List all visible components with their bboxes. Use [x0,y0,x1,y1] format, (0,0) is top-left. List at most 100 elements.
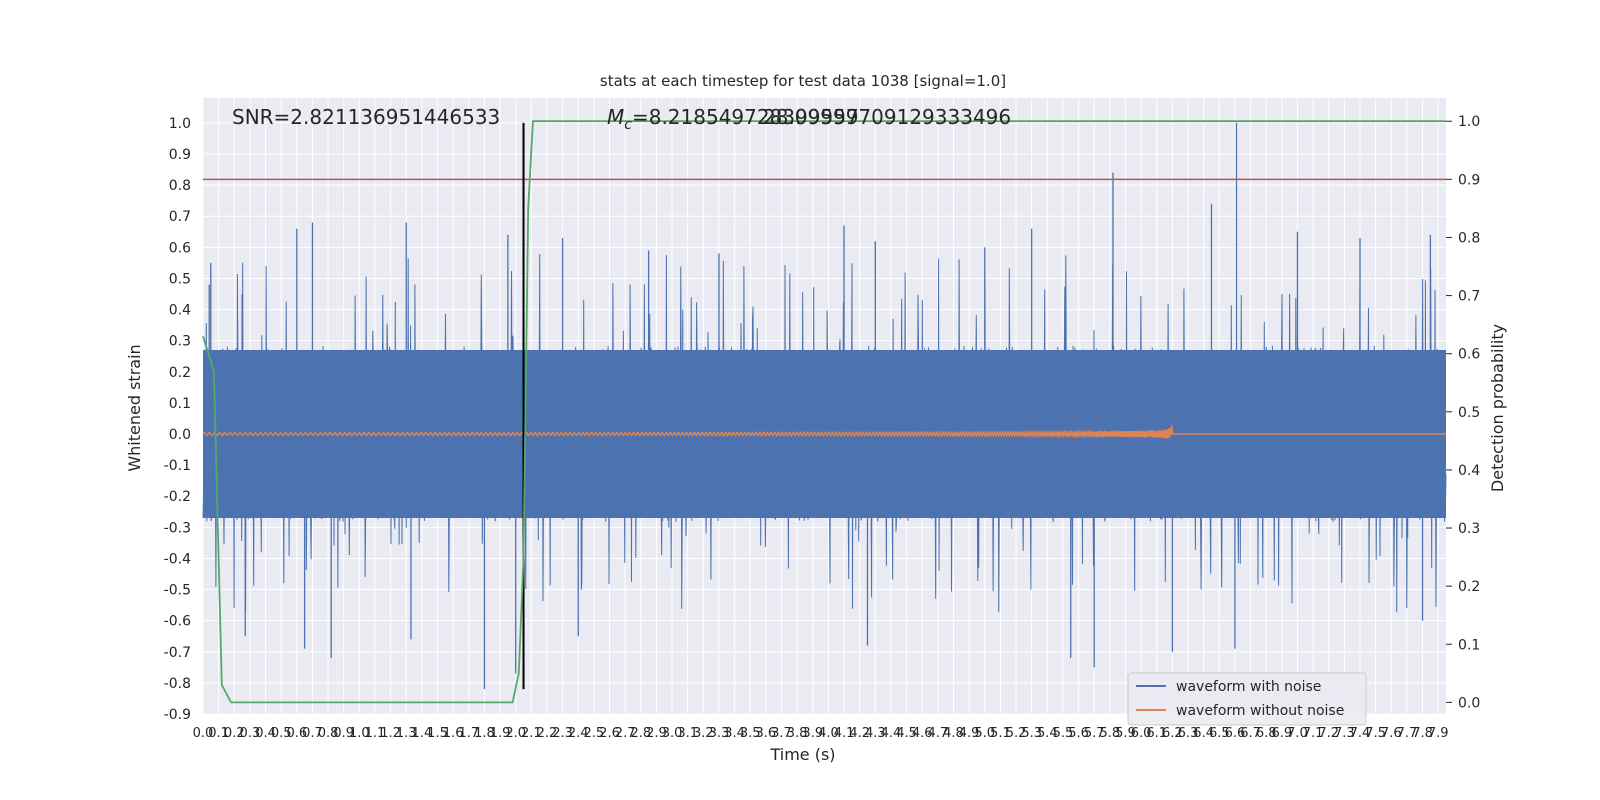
x-tick-label: 6.9 [1271,726,1292,741]
x-tick-label: 2.6 [599,726,620,741]
chirp-mass-subscript: c [624,117,632,133]
overlay-lines [203,122,1446,690]
x-tick-label: 0.7 [302,726,323,741]
x-tick-label: 6.4 [1193,726,1214,741]
y-tick-label: -0.5 [164,583,191,599]
chirp-trace [202,425,1446,440]
y-tick-label: 0.3 [169,334,191,350]
x-tick-label: 2.8 [630,726,651,741]
x-tick-label: 7.8 [1412,726,1433,741]
x-tick-label: 2.9 [646,726,667,741]
x-tick-label: 1.4 [412,726,433,741]
x-tick-label: 0.0 [193,726,214,741]
x-tick-label: 6.2 [1162,726,1183,741]
y-right-tick-label: 0.5 [1458,405,1480,421]
y-axis-label: Whitened strain [125,344,144,471]
x-tick-label: 0.5 [271,726,292,741]
chirp-mass-value: =8.218549728399557 [632,105,859,129]
x-tick-label: 2.4 [568,726,589,741]
x-tick-label: 4.3 [865,726,886,741]
x-tick-label: 4.1 [834,726,855,741]
y-tick-label: 0.6 [169,240,191,256]
x-tick-label: 7.9 [1428,726,1449,741]
y-axis-ticks: -0.9 -0.8 -0.7 -0.6 -0.5 -0.4 -0.3 -0.2 -0.1 0.0 0… [164,116,191,723]
y-tick-label: 0.9 [169,147,191,163]
y-right-tick-label: 1.0 [1458,114,1480,130]
y-right-tick-label: 0.8 [1458,230,1480,246]
y-tick-label: -0.8 [164,676,191,692]
x-tick-label: 4.5 [896,726,917,741]
x-tick-label: 2.1 [521,726,542,741]
x-tick-label: 5.1 [990,726,1011,741]
x-tick-label: 5.7 [1084,726,1105,741]
x-axis-ticks: 0.00.10.20.30.40.50.60.70.80.91.01.11.21… [193,726,1449,741]
y-tick-label: -0.1 [164,458,191,474]
x-tick-label: 7.7 [1397,726,1418,741]
y-tick-label: -0.3 [164,520,191,536]
x-tick-label: 6.5 [1209,726,1230,741]
x-tick-label: 4.4 [881,726,902,741]
x-tick-label: 7.3 [1334,726,1355,741]
y-tick-label: 0.8 [169,178,191,194]
x-tick-label: 3.5 [740,726,761,741]
x-tick-label: 3.4 [724,726,745,741]
x-tick-label: 5.0 [974,726,995,741]
y-right-tick-label: 0.9 [1458,172,1480,188]
overlay-annotation: 28.09999709129333496 [763,105,1011,129]
x-tick-label: 2.0 [505,726,526,741]
snr-annotation: SNR=2.821136951446533 [232,105,500,129]
chirp-mass-annotation: Mc=8.218549728399557 [607,105,859,133]
x-tick-label: 3.7 [771,726,792,741]
x-tick-label: 2.3 [552,726,573,741]
series-waveform-without-noise [202,425,1446,440]
x-tick-label: 7.5 [1365,726,1386,741]
x-tick-label: 3.1 [677,726,698,741]
x-tick-label: 4.6 [912,726,933,741]
y-tick-label: -0.9 [164,707,191,723]
y-tick-label: 0.4 [169,303,191,319]
chart-title: stats at each timestep for test data 103… [600,72,1006,90]
x-tick-label: 2.2 [537,726,558,741]
x-tick-label: 4.8 [943,726,964,741]
y-right-tick-label: 0.7 [1458,289,1480,305]
x-tick-label: 1.0 [349,726,370,741]
x-tick-label: 5.5 [1053,726,1074,741]
x-tick-label: 6.0 [1131,726,1152,741]
x-tick-label: 4.0 [818,726,839,741]
y-right-tick-label: 0.1 [1458,637,1480,653]
y-right-tick-label: 0.2 [1458,579,1480,595]
x-axis-label: Time (s) [769,745,835,764]
x-tick-label: 6.7 [1240,726,1261,741]
y-tick-label: 1.0 [169,116,191,132]
x-tick-label: 1.5 [427,726,448,741]
x-tick-label: 7.2 [1318,726,1339,741]
x-tick-label: 5.9 [1115,726,1136,741]
x-tick-label: 5.6 [1068,726,1089,741]
chirp-mass-symbol: M [607,105,624,129]
x-tick-label: 3.2 [693,726,714,741]
y-axis-right-ticks: 0.0 0.1 0.2 0.3 0.4 0.5 0.6 0.7 0.8 0.9 1.0 [1446,114,1480,711]
x-tick-label: 5.4 [1037,726,1058,741]
y-tick-label: 0.2 [169,365,191,381]
legend-label-noise: waveform with noise [1176,679,1321,695]
x-tick-label: 7.4 [1350,726,1371,741]
x-tick-label: 4.7 [928,726,949,741]
x-tick-label: 6.8 [1256,726,1277,741]
y-right-tick-label: 0.4 [1458,463,1480,479]
x-tick-label: 0.3 [240,726,261,741]
x-tick-label: 3.9 [802,726,823,741]
x-tick-label: 1.3 [396,726,417,741]
x-tick-label: 7.0 [1287,726,1308,741]
x-tick-label: 4.2 [849,726,870,741]
x-tick-label: 2.5 [584,726,605,741]
y-tick-label: 0.0 [169,427,191,443]
x-tick-label: 1.7 [458,726,479,741]
y-right-tick-label: 0.6 [1458,347,1480,363]
legend-box [1127,672,1367,726]
legend: waveform with noise waveform without noi… [1127,672,1367,726]
y-tick-label: 0.1 [169,396,191,412]
x-tick-label: 7.6 [1381,726,1402,741]
x-tick-label: 3.0 [662,726,683,741]
probability-trace [202,120,1446,704]
